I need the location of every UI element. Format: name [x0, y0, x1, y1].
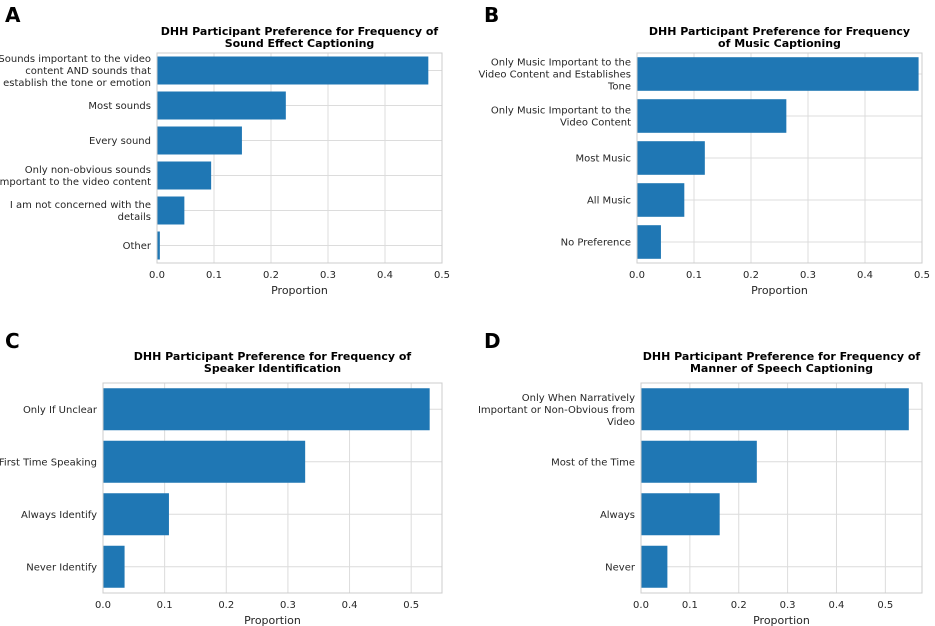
- chart-title-line: Manner of Speech Captioning: [690, 362, 873, 375]
- bar: [641, 545, 668, 588]
- category-label: Every sound: [89, 136, 151, 147]
- chart-panel-c: C DHH Participant Preference for Frequenc…: [0, 329, 443, 626]
- x-tick-label: 0.2: [263, 270, 279, 281]
- chart-title-line: DHH Participant Preference for Frequency…: [134, 350, 412, 363]
- plot-frame: [102, 382, 443, 594]
- category-label: important to the video content: [0, 177, 151, 188]
- category-label: All Music: [587, 196, 631, 207]
- category-label: Never Identify: [26, 562, 97, 573]
- x-tick-label: 0.3: [320, 270, 336, 281]
- bar: [157, 231, 160, 260]
- category-label: Tone: [607, 82, 631, 93]
- bar: [157, 91, 286, 120]
- category-label: Only Music Important to the: [491, 58, 631, 69]
- x-tick-label: 0.1: [686, 270, 702, 281]
- category-label: No Preference: [561, 238, 631, 249]
- panel-letter: A: [5, 3, 21, 27]
- x-tick-label: 0.4: [829, 600, 845, 611]
- category-label: Most of the Time: [551, 457, 635, 468]
- x-axis-label: Proportion: [753, 614, 810, 626]
- chart-title-line: DHH Participant Preference for Frequency…: [161, 25, 439, 38]
- category-label: I am not concerned with the: [10, 200, 151, 211]
- category-label: First Time Speaking: [0, 457, 97, 468]
- chart-title-line: DHH Participant Preference for Frequency: [649, 25, 910, 38]
- chart-title-line: DHH Participant Preference for Frequency…: [643, 350, 921, 363]
- panel-letter: D: [484, 329, 501, 353]
- bar: [641, 388, 909, 431]
- x-tick-label: 0.1: [157, 600, 173, 611]
- category-label: Only If Unclear: [23, 405, 98, 416]
- panel-letter: C: [5, 329, 20, 353]
- x-tick-label: 0.1: [682, 600, 698, 611]
- panel-letter: B: [484, 3, 499, 27]
- bar: [103, 388, 430, 431]
- bar: [157, 161, 212, 190]
- x-tick-label: 0.3: [780, 600, 796, 611]
- bar: [637, 225, 661, 259]
- bar: [641, 493, 720, 536]
- bar: [637, 57, 919, 91]
- bar: [103, 545, 125, 588]
- x-tick-label: 0.5: [403, 600, 419, 611]
- x-tick-label: 0.1: [206, 270, 222, 281]
- plot-frame: [636, 52, 923, 264]
- bar: [637, 99, 787, 133]
- x-tick-label: 0.5: [434, 270, 450, 281]
- chart-title-line: of Music Captioning: [718, 37, 841, 50]
- x-tick-label: 0.2: [731, 600, 747, 611]
- category-label: content AND sounds that: [25, 66, 151, 77]
- category-label: Always: [600, 510, 635, 521]
- bar: [637, 183, 685, 217]
- x-axis-label: Proportion: [271, 284, 328, 297]
- category-label: Important or Non-Obvious from: [478, 405, 635, 416]
- x-tick-label: 0.4: [377, 270, 393, 281]
- x-tick-label: 0.3: [280, 600, 296, 611]
- bar: [157, 56, 429, 85]
- chart-panel-b: B DHH Participant Preference for Frequenc…: [478, 3, 929, 297]
- chart-panel-a: A DHH Participant Preference for Frequenc…: [0, 3, 450, 297]
- x-tick-label: 0.4: [342, 600, 358, 611]
- category-label: Only When Narratively: [522, 393, 635, 404]
- category-label: Most Music: [575, 154, 631, 165]
- x-tick-label: 0.3: [800, 270, 816, 281]
- category-label: Only non-obvious sounds: [25, 165, 151, 176]
- x-axis-label: Proportion: [244, 614, 301, 626]
- x-tick-label: 0.0: [633, 600, 649, 611]
- category-label: Other: [123, 241, 152, 252]
- bar: [157, 126, 242, 155]
- category-label: details: [118, 212, 151, 223]
- plot-frame: [640, 382, 923, 594]
- category-label: Only Music Important to the: [491, 106, 631, 117]
- category-label: Sounds important to the video: [0, 54, 151, 65]
- category-label: establish the tone or emotion: [3, 78, 151, 89]
- bar: [637, 141, 705, 175]
- chart-panel-d: D DHH Participant Preference for Frequenc…: [478, 329, 923, 626]
- bar: [103, 440, 306, 483]
- category-label: Video: [607, 417, 635, 428]
- category-label: Never: [605, 562, 636, 573]
- x-tick-label: 0.5: [914, 270, 930, 281]
- category-label: Most sounds: [88, 101, 151, 112]
- x-tick-label: 0.2: [218, 600, 234, 611]
- chart-title-line: Speaker Identification: [204, 362, 341, 375]
- x-tick-label: 0.4: [857, 270, 873, 281]
- bar: [103, 493, 169, 536]
- bar: [641, 440, 757, 483]
- x-tick-label: 0.0: [149, 270, 165, 281]
- category-label: Video Content and Establishes: [478, 70, 631, 81]
- category-label: Video Content: [560, 118, 631, 129]
- x-tick-label: 0.0: [95, 600, 111, 611]
- x-axis-label: Proportion: [751, 284, 808, 297]
- x-tick-label: 0.2: [743, 270, 759, 281]
- x-tick-label: 0.5: [877, 600, 893, 611]
- x-tick-label: 0.0: [629, 270, 645, 281]
- bar: [157, 196, 185, 225]
- chart-title-line: Sound Effect Captioning: [225, 37, 375, 50]
- plot-frame: [156, 52, 443, 264]
- category-label: Always Identify: [21, 510, 97, 521]
